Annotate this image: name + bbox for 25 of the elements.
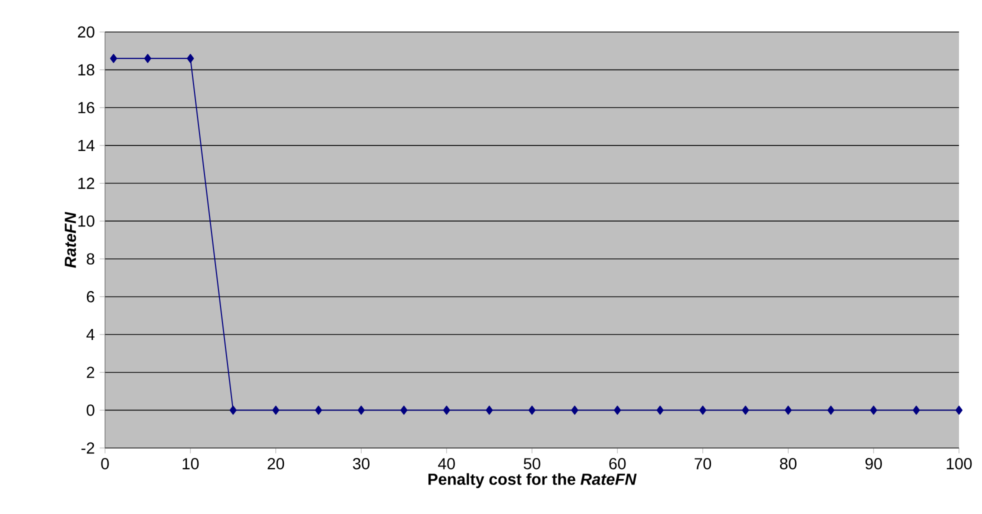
x-tick-label: 50	[524, 458, 540, 470]
y-tick-label: 12	[78, 178, 94, 189]
x-tick-label: 90	[865, 458, 882, 470]
x-tick-label: 60	[609, 458, 626, 470]
x-tick-label: 20	[268, 458, 284, 470]
x-tick-label: 0	[101, 458, 109, 470]
y-tick-label: 8	[86, 253, 94, 265]
x-tick-label: 80	[780, 458, 796, 470]
y-tick-label: -2	[81, 442, 94, 454]
y-tick-label: 18	[78, 64, 94, 76]
y-tick-label: 6	[86, 291, 94, 302]
x-tick-label: 10	[182, 458, 199, 470]
x-tick-label: 70	[694, 458, 712, 470]
x-tick-label: 40	[438, 458, 455, 470]
y-tick-label: 14	[78, 140, 94, 151]
x-tick-label: 30	[352, 458, 370, 470]
y-tick-label: 16	[78, 102, 94, 114]
y-tick-label: 10	[78, 215, 94, 227]
x-tick-label: 100	[946, 458, 972, 470]
y-tick-label: 20	[78, 26, 94, 38]
y-tick-label: 4	[86, 329, 94, 340]
x-axis-title: Penalty cost for the RateFN	[428, 473, 637, 488]
y-tick-label: 2	[86, 366, 94, 378]
y-axis-title: RateFN	[64, 212, 76, 268]
y-tick-label: 0	[86, 404, 94, 416]
